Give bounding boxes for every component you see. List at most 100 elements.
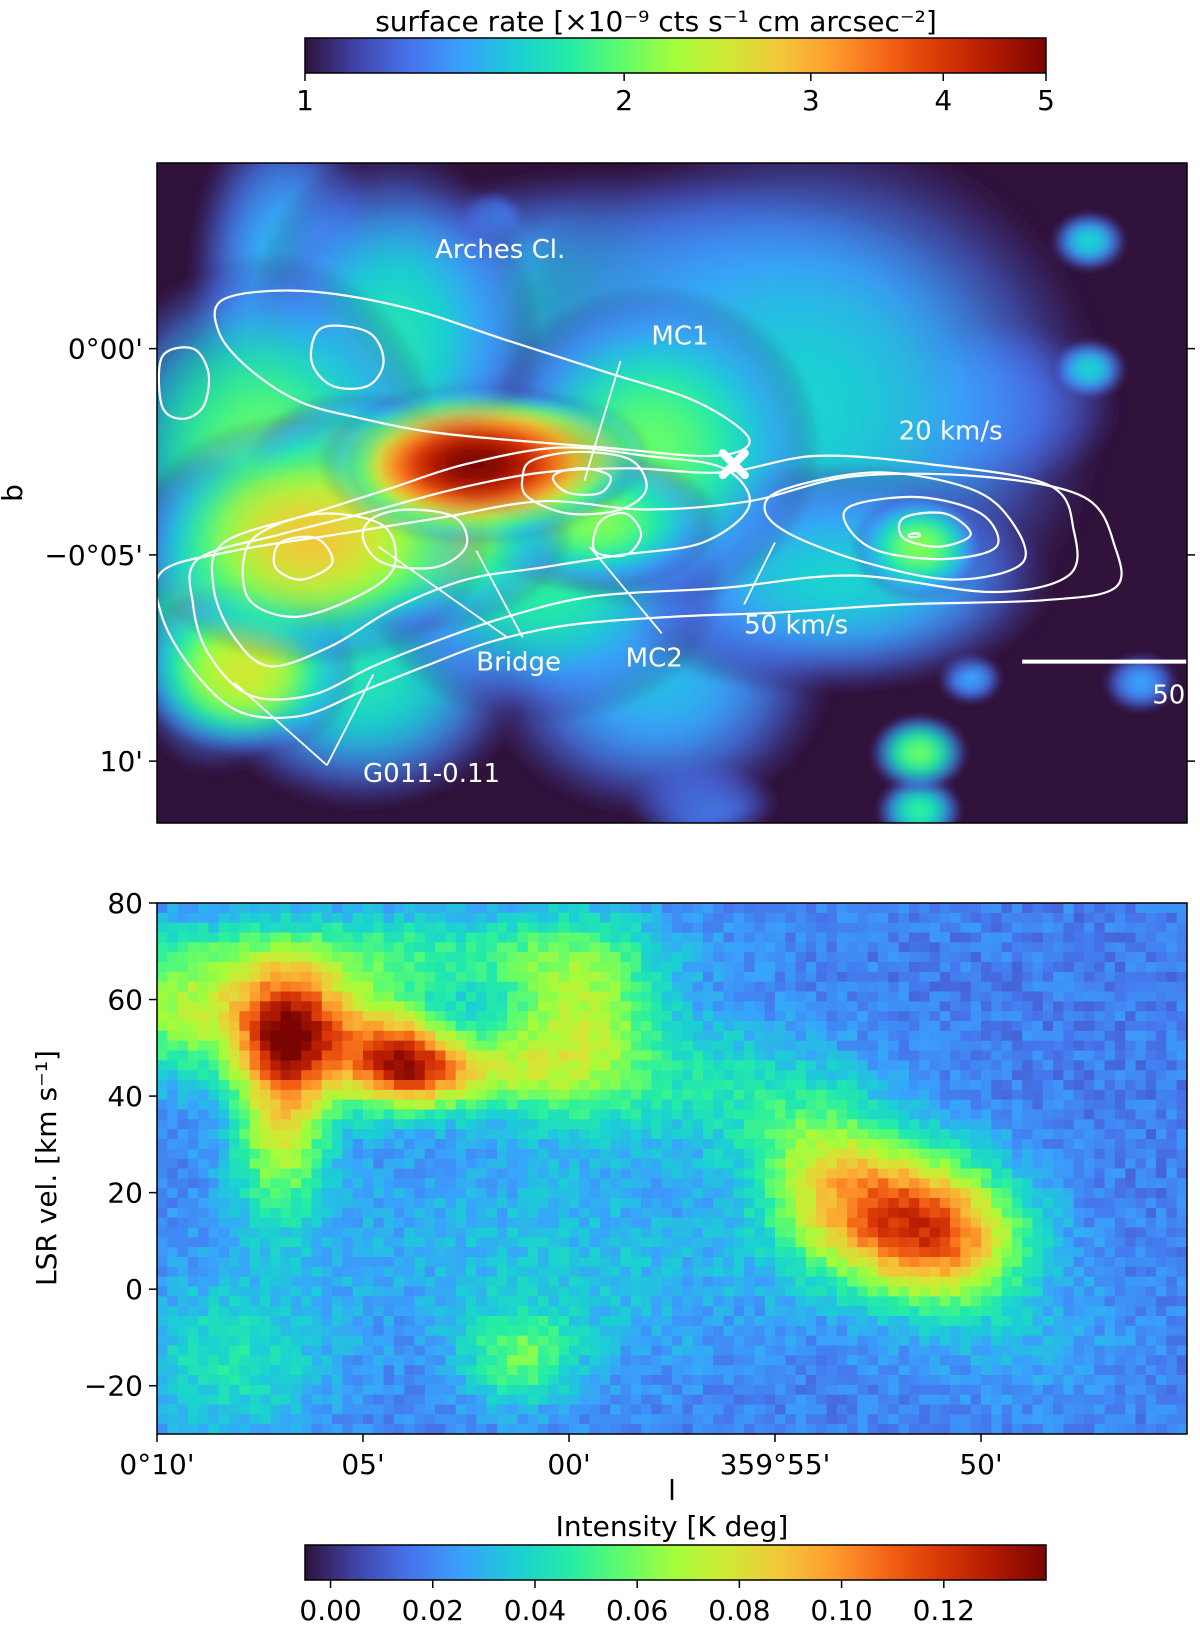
lv-cell [1032,1345,1044,1356]
lv-cell [723,1040,735,1052]
lv-cell [548,1335,560,1347]
lv-cell [548,912,560,924]
lv-cell [157,1148,168,1160]
lv-cell [218,1188,230,1199]
lv-cell [630,1296,642,1307]
lv-cell [620,1089,632,1101]
lv-cell [960,1325,972,1337]
lv-cell [424,1247,436,1258]
lv-cell [836,1207,848,1219]
lv-cell [311,1148,323,1160]
contour-level-2 [188,454,1079,701]
lv-cell [1073,932,1085,943]
lv-cell [754,1325,766,1337]
lv-cell [1104,971,1116,983]
lv-cell [486,991,498,1002]
lv-cell [744,1257,755,1268]
lv-cell [970,1276,982,1288]
lv-cell [373,1217,385,1229]
lv-cell [496,1099,508,1111]
lv-cell [939,1139,951,1150]
lv-cell [435,971,446,983]
lv-cell [991,1060,1003,1071]
lv-cell [857,1021,869,1032]
lv-cell [970,1227,982,1238]
lv-cell [517,1345,529,1356]
lv-cell [332,1306,343,1317]
lv-cell [373,1129,385,1140]
lv-cell [507,1158,519,1170]
lv-cell [991,1011,1003,1022]
lv-cell [476,932,488,943]
lv-cell [692,1276,704,1288]
lv-cell [672,1247,683,1258]
lv-cell [445,1227,457,1238]
lv-cell [270,1345,282,1356]
lv-cell [764,1227,776,1238]
lv-cell [620,1355,632,1366]
lv-cell [558,1099,570,1111]
lv-cell [1166,1040,1178,1052]
lv-cell [321,1286,333,1297]
lv-cell [548,1168,560,1179]
lv-cell [1053,1217,1064,1229]
lv-cell [1022,991,1034,1002]
lv-cell [610,1099,622,1111]
lv-cell [332,1040,343,1052]
lv-cell [867,962,879,973]
lv-cell [1176,962,1187,973]
lv-cell [692,1109,704,1120]
lv-cell [764,1148,776,1160]
lv-cell [929,1355,941,1366]
lv-cell [929,1119,941,1130]
lv-cell [785,1335,797,1347]
lv-cell [692,1158,704,1170]
lv-cell [466,1355,477,1366]
lv-cell [435,981,446,993]
lv-cell [898,1266,910,1278]
lv-cell [538,932,549,943]
lv-cell [569,1050,580,1061]
lv-cell [507,981,519,993]
lv-cell [558,1266,570,1278]
lv-cell [342,1129,354,1140]
lv-cell [908,942,920,953]
lv-cell [579,1276,591,1288]
lv-cell [620,1188,632,1199]
lv-cell [981,1070,992,1081]
lv-cell [1084,1030,1095,1042]
lv-cell [332,1030,343,1042]
lv-cell [775,903,786,914]
lv-cell [548,1060,560,1071]
lv-cell [466,1375,477,1386]
lv-cell [939,952,951,963]
lv-cell [352,1188,364,1199]
lv-cell [311,1109,323,1120]
lv-cell [270,1276,282,1288]
lv-cell [1073,1217,1085,1229]
lv-cell [332,1247,343,1258]
lv-cell [167,1099,179,1111]
lv-cell [373,1345,385,1356]
lv-cell [898,912,910,924]
lv-cell [538,922,549,934]
lv-cell [929,1188,941,1199]
lv-cell [599,1316,611,1327]
lv-cell [857,1247,869,1258]
lv-cell [610,1188,622,1199]
lv-cell [424,1129,436,1140]
lv-cell [651,1355,663,1366]
lv-cell [1001,922,1013,934]
lv-cell [836,922,848,934]
lv-cell [682,1296,694,1307]
lv-cell [239,1375,251,1386]
lv-cell [1042,1129,1054,1140]
lv-cell [445,1070,457,1081]
lv-cell [661,1355,673,1366]
lv-cell [950,962,961,973]
lv-cell [260,1178,271,1189]
lv-cell [1011,1089,1023,1101]
lv-cell [321,1070,333,1081]
lv-cell [1001,1080,1013,1091]
